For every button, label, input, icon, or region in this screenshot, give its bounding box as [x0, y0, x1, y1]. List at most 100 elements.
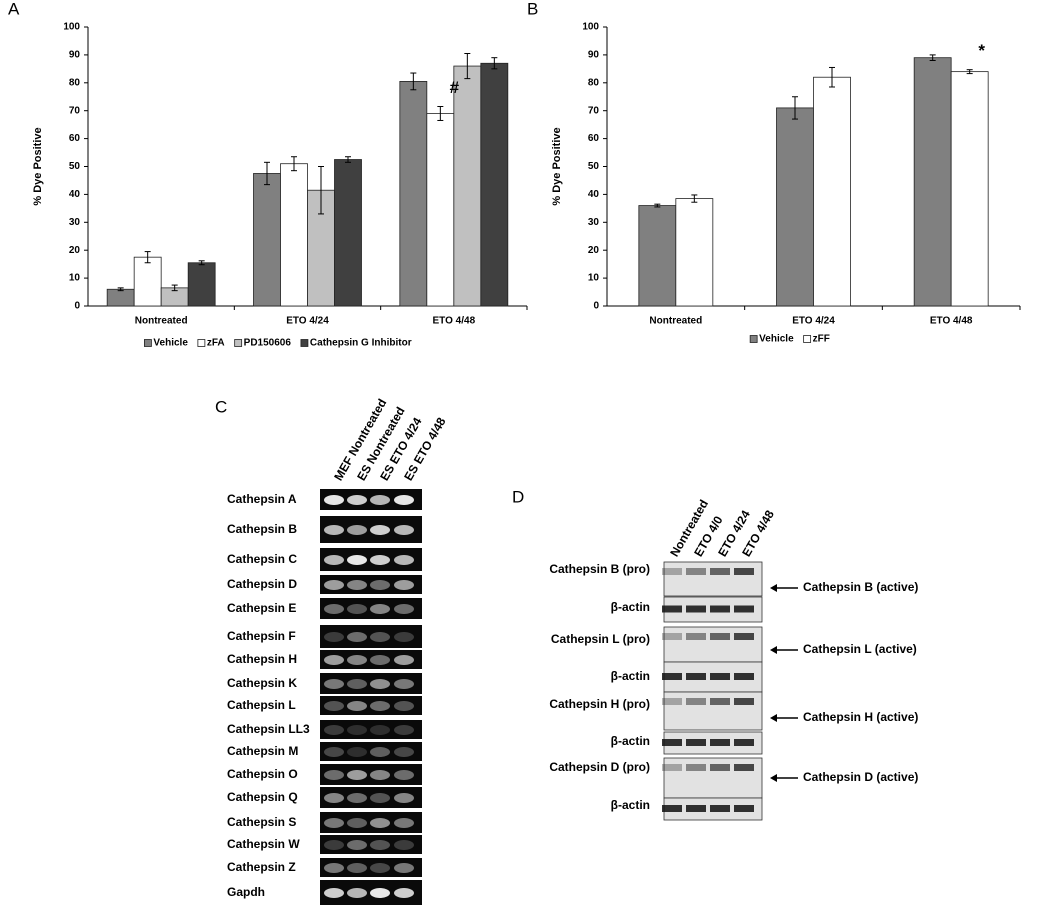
gel-band: [347, 604, 367, 614]
gel-band: [347, 555, 367, 565]
gel-band: [394, 679, 414, 689]
gel-band: [347, 679, 367, 689]
y-tick-label: 50: [69, 161, 81, 172]
y-tick-label: 20: [69, 245, 81, 256]
bar: [426, 113, 455, 307]
gel-strip: [320, 650, 422, 669]
gel-band: [324, 701, 344, 711]
gel-band: [324, 555, 344, 565]
legend-label: Vehicle: [759, 334, 794, 345]
blot-band: [710, 633, 730, 640]
gel-band: [394, 747, 414, 757]
bar: [675, 198, 714, 307]
legend-swatch: [144, 339, 152, 347]
error-bar: [792, 96, 798, 120]
error-bar: [437, 106, 444, 121]
gel-band: [324, 818, 344, 828]
blot-band: [710, 764, 730, 771]
y-tick-label: 10: [69, 273, 81, 284]
error-bar: [829, 66, 835, 88]
arrow-label: Cathepsin L (active): [803, 642, 917, 656]
gel-band: [347, 888, 367, 898]
legend-swatch: [197, 339, 206, 347]
error-bar: [171, 284, 178, 292]
error-bar: [410, 72, 417, 91]
row-label: Cathepsin B (pro): [549, 562, 650, 576]
blot-band: [734, 764, 754, 771]
y-tick-label: 70: [69, 105, 81, 116]
error-bar: [198, 260, 205, 266]
blot-band: [662, 605, 682, 613]
y-tick-label: 10: [588, 273, 600, 284]
arrow-label: Cathepsin H (active): [803, 710, 918, 724]
error-bar: [291, 156, 297, 172]
gel-band: [347, 747, 367, 757]
legend-swatch: [234, 339, 243, 347]
row-label: Cathepsin L (pro): [551, 632, 650, 646]
gel-band: [347, 495, 367, 505]
row-label: Cathepsin D: [227, 577, 297, 591]
blot-band: [662, 568, 682, 575]
bar: [399, 81, 428, 307]
y-axis-label: % Dye Positive: [32, 127, 44, 205]
row-label: Cathepsin O: [227, 767, 298, 781]
gel-band: [324, 604, 344, 614]
gel-band: [394, 632, 414, 642]
gel-band: [324, 655, 344, 665]
row-label: Cathepsin M: [227, 744, 298, 758]
row-label: Cathepsin W: [227, 837, 300, 851]
gel-band: [324, 725, 344, 735]
gel-band: [370, 840, 390, 850]
gel-band: [370, 604, 390, 614]
row-label: β-actin: [611, 798, 650, 812]
y-tick-label: 90: [69, 50, 81, 61]
blot-band: [734, 633, 754, 640]
error-bar: [654, 203, 661, 208]
gel-band: [370, 770, 390, 780]
row-label: Cathepsin Q: [227, 790, 298, 804]
blot-band: [662, 739, 682, 746]
x-tick-label: ETO 4/48: [433, 316, 476, 327]
row-label: Cathepsin Z: [227, 860, 296, 874]
blot-band: [686, 605, 706, 613]
blot-band: [734, 698, 754, 705]
bar: [453, 65, 482, 307]
gel-band: [370, 495, 390, 505]
blot-band: [662, 673, 682, 680]
gel-band: [394, 655, 414, 665]
error-bar: [491, 57, 498, 70]
gel-band: [347, 580, 367, 590]
gel-band: [370, 555, 390, 565]
gel-band: [394, 863, 414, 873]
y-tick-label: 0: [74, 301, 80, 312]
y-tick-label: 30: [588, 217, 600, 228]
row-label: Cathepsin H (pro): [549, 697, 650, 711]
gel-band: [394, 770, 414, 780]
gel-band: [394, 793, 414, 803]
x-tick-label: ETO 4/24: [792, 316, 835, 327]
legend-label: zFF: [813, 334, 830, 345]
y-tick-label: 40: [588, 189, 600, 200]
gel-band: [370, 701, 390, 711]
gel-band: [324, 888, 344, 898]
gel-band: [324, 632, 344, 642]
bar: [638, 205, 677, 307]
gel-band: [370, 888, 390, 898]
y-tick-label: 30: [69, 217, 81, 228]
arrow-label: Cathepsin D (active): [803, 770, 918, 784]
gel-band: [347, 793, 367, 803]
x-tick-label: ETO 4/48: [930, 316, 973, 327]
y-tick-label: 90: [588, 50, 600, 61]
gel-band: [370, 725, 390, 735]
blot-band: [686, 698, 706, 705]
gel-band: [347, 863, 367, 873]
row-label: β-actin: [611, 734, 650, 748]
blot-band: [662, 633, 682, 640]
gel-strip: [320, 835, 422, 854]
error-bar: [318, 166, 324, 215]
bar: [776, 107, 814, 307]
row-label: Cathepsin K: [227, 676, 297, 690]
blot-band: [710, 673, 730, 680]
blot-band: [686, 568, 706, 575]
y-tick-label: 80: [69, 77, 81, 88]
